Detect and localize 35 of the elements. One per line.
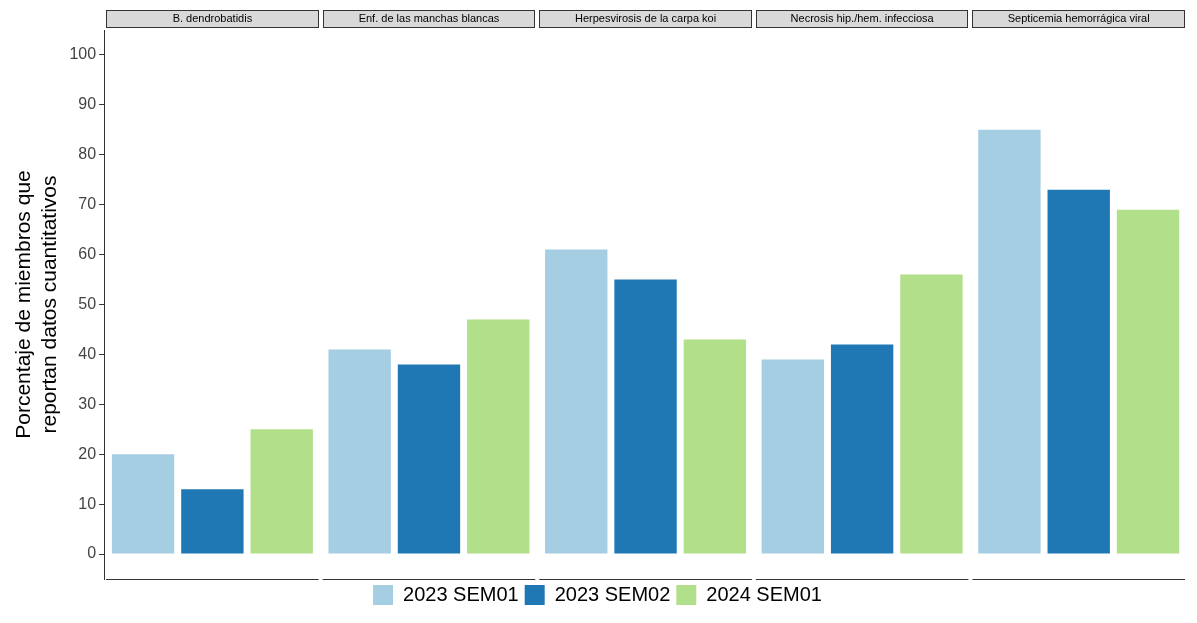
bar (328, 349, 391, 554)
bar (250, 429, 313, 554)
bar (181, 489, 244, 554)
bar (978, 129, 1041, 554)
bar (545, 249, 608, 554)
x-tick-label: B. dendrobatidis (172, 12, 253, 25)
legend-label: 2024 SEM01 (706, 582, 822, 605)
y-tick-label: 40 (78, 344, 97, 362)
bar (614, 279, 677, 554)
y-tick-label: 0 (87, 544, 97, 562)
y-tick-label: 90 (78, 95, 97, 113)
bar (111, 454, 175, 554)
x-tick-label: Enf. de las manchas blancas (358, 12, 500, 25)
y-tick-label: 100 (69, 45, 97, 63)
bar (761, 359, 825, 554)
y-axis-title: Porcentaje de miembros que reportan datos cuantitativos (11, 170, 60, 439)
legend-label: 2023 SEM01 (403, 582, 519, 605)
bar (830, 344, 894, 554)
x-tick-label: Necrosis hip./hem. infecciosa (790, 12, 935, 25)
bar (683, 339, 747, 554)
legend-label: 2023 SEM02 (554, 582, 671, 605)
y-tick-label: 70 (78, 195, 97, 213)
y-tick-label: 30 (78, 394, 97, 412)
bar (467, 319, 530, 554)
y-tick-label: 10 (78, 494, 97, 512)
y-tick-label: 60 (78, 245, 97, 262)
x-tick-label: Septicemia hemorrágica viral (1007, 12, 1150, 25)
bar (1047, 189, 1110, 554)
y-tick-label: 20 (78, 444, 97, 462)
y-tick-label: 50 (78, 294, 97, 312)
bar (397, 364, 461, 554)
bar (1116, 209, 1180, 554)
y-tick-label: 80 (78, 145, 97, 163)
x-tick-label: Herpesvirosis de la carpa koi (574, 12, 717, 25)
bar (900, 274, 963, 554)
